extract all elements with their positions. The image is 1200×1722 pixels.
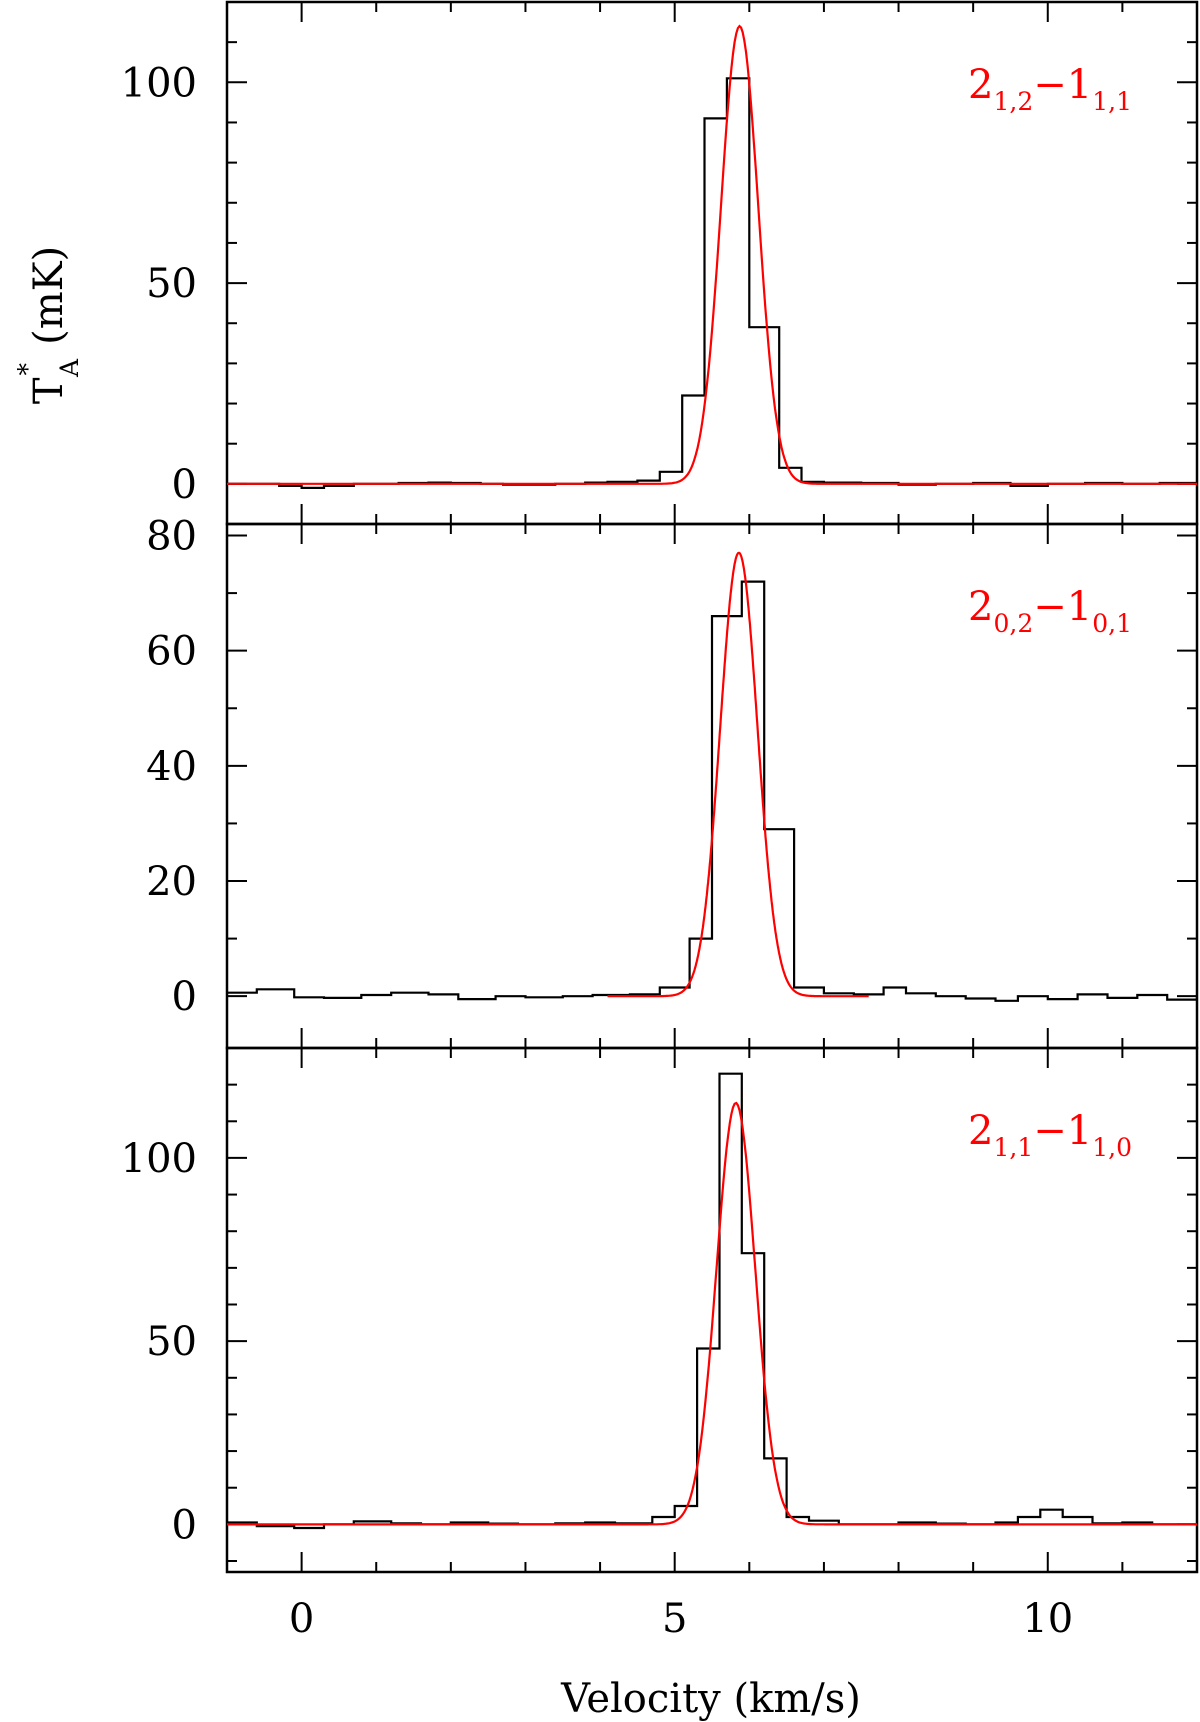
y-axis-title: T* A(mK): [13, 246, 84, 404]
y-tick-label: 50: [146, 261, 197, 307]
x-tick-label: 0: [289, 1596, 314, 1642]
y-tick-label: 60: [146, 629, 197, 675]
y-tick-label: 20: [146, 859, 197, 905]
transition-label: 21,1−11,0: [968, 1108, 1132, 1162]
y-tick-label: 0: [172, 462, 197, 508]
gaussian-fit: [227, 24, 1197, 485]
data-layer: [227, 551, 1197, 1002]
y-tick-label: 0: [172, 974, 197, 1020]
y-tick-label: 50: [146, 1319, 197, 1365]
y-tick-label: 0: [172, 1502, 197, 1548]
data-layer: [227, 1072, 1197, 1530]
transition-label: 20,2−10,1: [968, 584, 1132, 638]
y-tick-label: 100: [121, 60, 197, 106]
y-tick-label: 80: [146, 514, 197, 560]
x-tick-label: 10: [1022, 1596, 1073, 1642]
panel-frame: [225, 1046, 1199, 1574]
y-tick-label: 40: [146, 744, 197, 790]
transition-label: 21,2−11,1: [968, 62, 1132, 116]
observed-spectrum: [227, 77, 1197, 489]
x-tick-label: 5: [662, 1596, 687, 1642]
gaussian-fit: [227, 1101, 1197, 1526]
panel-top: 0 50 100 21,2−11,1: [121, 0, 1199, 526]
data-layer: [227, 24, 1197, 489]
panel-middle: 0 20 40 60 80 20,2−10,1: [146, 514, 1199, 1050]
y-tick-label: 100: [121, 1136, 197, 1182]
y-axis-title-text: T* A(mK): [13, 246, 84, 404]
gaussian-fit: [607, 551, 869, 998]
observed-spectrum: [227, 580, 1197, 1002]
x-axis-title: Velocity (km/s): [560, 1676, 861, 1722]
panel-bottom: 0 50 100 0 5 10 21,1−11,0: [121, 1046, 1199, 1642]
